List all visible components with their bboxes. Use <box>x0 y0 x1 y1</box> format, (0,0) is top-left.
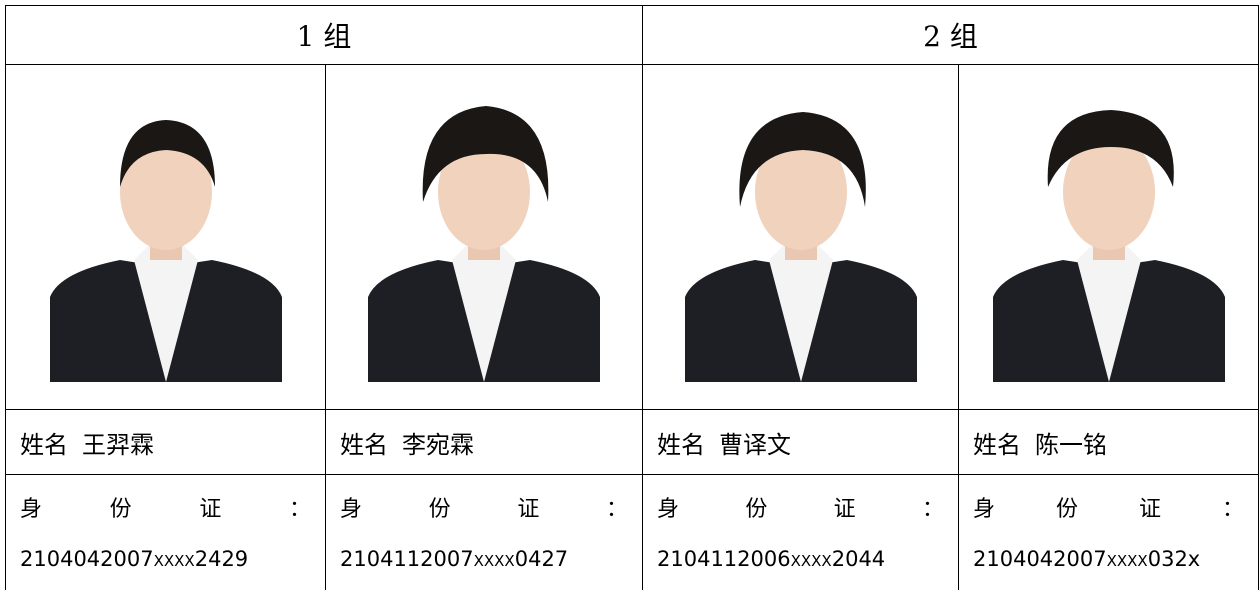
photo-cell <box>642 64 959 410</box>
id-number: 2104112006XXXX2044 <box>657 547 944 571</box>
id-number: 2104042007XXXX032x <box>973 547 1244 571</box>
id-label-char: 份 <box>109 497 132 522</box>
member-name: 王羿霖 <box>82 430 154 459</box>
id-label-char: 份 <box>745 497 768 522</box>
id-label-char: 身 <box>973 497 996 522</box>
id-cell: 身 份 证 ： 2104042007XXXX032x <box>958 474 1259 590</box>
id-suffix: 0427 <box>514 547 569 571</box>
photo-cell <box>325 64 643 410</box>
group-header: 1 组 <box>5 5 643 65</box>
id-label-char: 证 <box>517 497 540 522</box>
id-label-char: ： <box>288 497 311 522</box>
name-cell: 姓名 陈一铭 <box>958 409 1259 475</box>
id-number: 2104112007XXXX0427 <box>340 547 628 571</box>
id-mask: XXXX <box>153 552 195 570</box>
id-label-char: 证 <box>833 497 856 522</box>
id-suffix: 2044 <box>831 547 886 571</box>
name-cell: 姓名 曹译文 <box>642 409 959 475</box>
portrait <box>49 120 282 382</box>
id-prefix: 2104042007 <box>973 547 1107 571</box>
name-cell: 姓名 李宛霖 <box>325 409 643 475</box>
photo-cell <box>5 64 326 410</box>
name-label: 姓名 <box>20 430 68 459</box>
id-label-char: 份 <box>1055 497 1078 522</box>
id-cell: 身 份 证 ： 2104112006XXXX2044 <box>642 474 959 590</box>
name-label: 姓名 <box>657 430 705 459</box>
id-label: 身 份 证 ： <box>973 491 1244 523</box>
member-name: 陈一铭 <box>1035 430 1107 459</box>
id-label-char: 份 <box>428 497 451 522</box>
id-mask: XXXX <box>1106 552 1148 570</box>
id-label-char: 身 <box>340 497 363 522</box>
id-prefix: 2104042007 <box>20 547 154 571</box>
id-number: 2104042007XXXX2429 <box>20 547 311 571</box>
id-label-char: ： <box>1221 497 1244 522</box>
member-name: 曹译文 <box>719 430 791 459</box>
group-header: 2 组 <box>642 5 1259 65</box>
portrait <box>368 106 600 382</box>
id-suffix: 032x <box>1147 547 1201 571</box>
id-suffix: 2429 <box>194 547 249 571</box>
id-label: 身 份 证 ： <box>657 491 944 523</box>
name-cell: 姓名 王羿霖 <box>5 409 326 475</box>
id-prefix: 2104112006 <box>657 547 791 571</box>
id-label-char: 身 <box>657 497 680 522</box>
id-label-char: ： <box>605 497 628 522</box>
id-prefix: 2104112007 <box>340 547 474 571</box>
id-label-char: 证 <box>199 497 222 522</box>
id-label: 身 份 证 ： <box>340 491 628 523</box>
id-mask: XXXX <box>790 552 832 570</box>
id-label: 身 份 证 ： <box>20 491 311 523</box>
name-label: 姓名 <box>973 430 1021 459</box>
id-mask: XXXX <box>473 552 515 570</box>
id-cell: 身 份 证 ： 2104112007XXXX0427 <box>325 474 643 590</box>
member-name: 李宛霖 <box>402 430 474 459</box>
id-label-char: 证 <box>1138 497 1161 522</box>
photo-cell <box>958 64 1259 410</box>
id-label-char: ： <box>921 497 944 522</box>
name-label: 姓名 <box>340 430 388 459</box>
id-label-char: 身 <box>20 497 43 522</box>
id-cell: 身 份 证 ： 2104042007XXXX2429 <box>5 474 326 590</box>
portrait <box>992 110 1225 382</box>
portrait <box>684 112 917 382</box>
